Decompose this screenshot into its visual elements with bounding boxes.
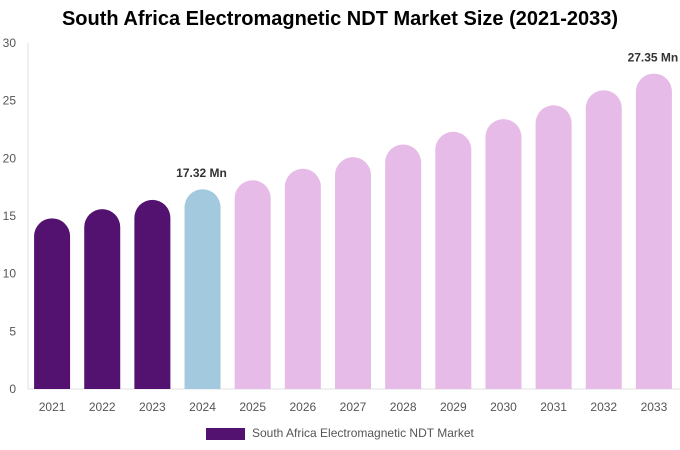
x-tick-label: 2030: [490, 400, 517, 414]
x-tick-label: 2026: [289, 400, 316, 414]
y-tick-label: 10: [3, 267, 17, 281]
x-tick-label: 2024: [189, 400, 216, 414]
legend-label: South Africa Electromagnetic NDT Market: [252, 426, 475, 440]
y-tick-label: 20: [3, 151, 17, 165]
x-tick-label: 2029: [440, 400, 467, 414]
bar-2023: [134, 199, 171, 389]
y-tick-label: 30: [3, 36, 17, 50]
x-tick-label: 2033: [641, 400, 668, 414]
x-tick-label: 2032: [590, 400, 617, 414]
bar-2025: [234, 180, 271, 389]
x-tick-label: 2028: [390, 400, 417, 414]
bar-2031: [535, 105, 572, 389]
x-tick-label: 2025: [239, 400, 266, 414]
x-tick-label: 2031: [540, 400, 567, 414]
bar-2022: [84, 209, 121, 389]
bar-2021: [34, 218, 71, 389]
x-tick-label: 2022: [89, 400, 116, 414]
y-tick-label: 25: [3, 94, 17, 108]
y-tick-label: 5: [9, 324, 16, 338]
data-label: 27.35 Mn: [628, 51, 679, 65]
bar-2024: [184, 189, 221, 389]
bar-2026: [284, 168, 321, 389]
chart-title: South Africa Electromagnetic NDT Market …: [61, 8, 619, 30]
y-tick-label: 15: [3, 209, 17, 223]
legend-swatch: [206, 428, 245, 440]
bar-2027: [335, 157, 371, 389]
data-label: 17.32 Mn: [176, 166, 227, 180]
x-tick-label: 2027: [340, 400, 367, 414]
bar-2030: [485, 119, 522, 389]
bar-2029: [435, 131, 472, 389]
x-tick-label: 2021: [39, 400, 66, 414]
bar-2028: [385, 144, 422, 389]
bar-2032: [585, 90, 622, 389]
x-tick-label: 2023: [139, 400, 166, 414]
bar-2033: [635, 73, 672, 390]
y-tick-label: 0: [9, 382, 16, 396]
